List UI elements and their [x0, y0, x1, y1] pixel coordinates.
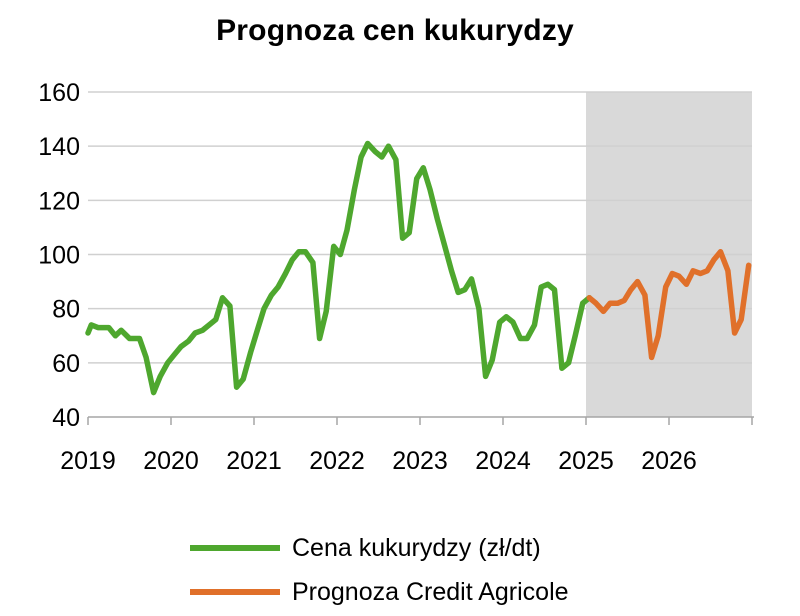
- x-tick-label-2021: 2021: [226, 447, 282, 475]
- y-tick-label-100: 100: [38, 242, 80, 270]
- x-tick-label-2020: 2020: [143, 447, 199, 475]
- chart-title: Prognoza cen kukurydzy: [216, 14, 574, 47]
- series-layer: [85, 140, 752, 396]
- x-tick-label-2025: 2025: [558, 447, 614, 475]
- axis-layer: [87, 416, 754, 425]
- x-tick-label-2023: 2023: [392, 447, 448, 475]
- y-tick-label-60: 60: [52, 350, 80, 378]
- y-tick-label-140: 140: [38, 133, 80, 161]
- series-line-cena: [85, 140, 593, 396]
- legend: Cena kukurydzy (zł/dt) Prognoza Credit A…: [190, 526, 569, 614]
- x-tick-label-2022: 2022: [309, 447, 365, 475]
- grid-layer: [88, 91, 752, 364]
- x-tick-label-2019: 2019: [60, 447, 116, 475]
- series-line-prognoza: [586, 249, 752, 361]
- legend-label-prognoza: Prognoza Credit Agricole: [292, 577, 569, 606]
- y-tick-label-120: 120: [38, 187, 80, 215]
- legend-item-prognoza: Prognoza Credit Agricole: [190, 570, 569, 614]
- legend-label-cena: Cena kukurydzy (zł/dt): [292, 533, 541, 562]
- y-tick-label-40: 40: [52, 404, 80, 432]
- x-tick-label-2026: 2026: [641, 447, 697, 475]
- tick-label-layer: 40 60 80 100 120 140 160 2019 2020 2021 2022 2023 20…: [38, 79, 697, 475]
- y-tick-label-80: 80: [52, 296, 80, 324]
- legend-swatch-cena: [190, 545, 280, 551]
- x-tick-label-2024: 2024: [475, 447, 531, 475]
- y-tick-label-160: 160: [38, 79, 80, 107]
- legend-swatch-prognoza: [190, 589, 280, 595]
- legend-item-cena: Cena kukurydzy (zł/dt): [190, 526, 569, 570]
